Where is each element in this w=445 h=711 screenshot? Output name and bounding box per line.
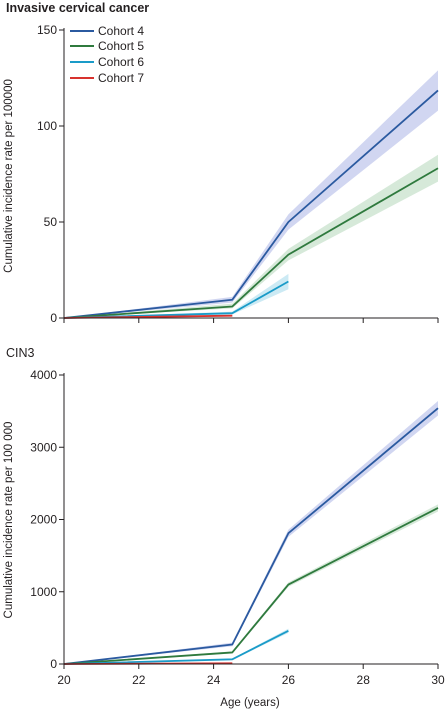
ci-band-cohort-5 — [64, 504, 438, 664]
x-tick-label: 22 — [132, 673, 146, 687]
legend-item-cohort-7: Cohort 7 — [70, 71, 144, 85]
panel-title-cin3: CIN3 — [6, 346, 35, 360]
y-tick-label: 100 — [37, 119, 57, 133]
plot-area-cin3: 0 1000 2000 3000 4000 20 22 24 26 28 30 — [30, 368, 445, 687]
y-tick-label: 0 — [50, 311, 57, 325]
legend-item-cohort-4: Cohort 4 — [70, 24, 144, 38]
y-tick-label: 2000 — [30, 513, 57, 527]
legend: Cohort 4 Cohort 5 Cohort 6 Cohort 7 — [70, 24, 144, 85]
x-tick-label: 20 — [57, 673, 71, 687]
panel-title-invasive: Invasive cervical cancer — [6, 1, 149, 15]
legend-item-cohort-5: Cohort 5 — [70, 39, 144, 53]
plot-area-invasive: 0 50 100 150 — [37, 23, 439, 325]
legend-label-cohort-6: Cohort 6 — [98, 55, 144, 69]
x-tick-label: 24 — [207, 673, 221, 687]
ci-band-cohort-5 — [64, 154, 438, 318]
x-tick-label: 26 — [282, 673, 296, 687]
series-line-cohort-4 — [63, 407, 439, 665]
panel-cin3: CIN3 Cumulative incidence rate per 100 0… — [3, 346, 445, 709]
series-line-cohort-5 — [63, 507, 439, 665]
legend-label-cohort-7: Cohort 7 — [98, 71, 144, 85]
series-line-cohort-5 — [63, 167, 439, 319]
y-axis-label-invasive: Cumulative incidence rate per 100000 — [3, 79, 15, 273]
x-axis-label: Age (years) — [220, 697, 280, 709]
y-tick-label: 4000 — [30, 368, 57, 382]
y-tick-label: 3000 — [30, 440, 57, 454]
series-line-cohort-6 — [63, 629, 289, 665]
y-tick-label: 0 — [50, 657, 57, 671]
y-tick-label: 150 — [37, 23, 57, 37]
panel-invasive-cervical-cancer: Invasive cervical cancer Cumulative inci… — [3, 1, 439, 325]
x-tick-label: 28 — [357, 673, 371, 687]
legend-label-cohort-4: Cohort 4 — [98, 24, 144, 38]
y-tick-label: 50 — [44, 215, 58, 229]
ci-band-cohort-4 — [64, 401, 438, 664]
series-line-cohort-4 — [63, 89, 439, 319]
legend-item-cohort-6: Cohort 6 — [70, 55, 144, 69]
y-tick-label: 1000 — [30, 585, 57, 599]
y-axis-label-cin3: Cumulative incidence rate per 100 000 — [3, 422, 15, 619]
x-tick-label: 30 — [431, 673, 445, 687]
ci-band-cohort-6 — [64, 628, 289, 664]
legend-label-cohort-5: Cohort 5 — [98, 39, 144, 53]
